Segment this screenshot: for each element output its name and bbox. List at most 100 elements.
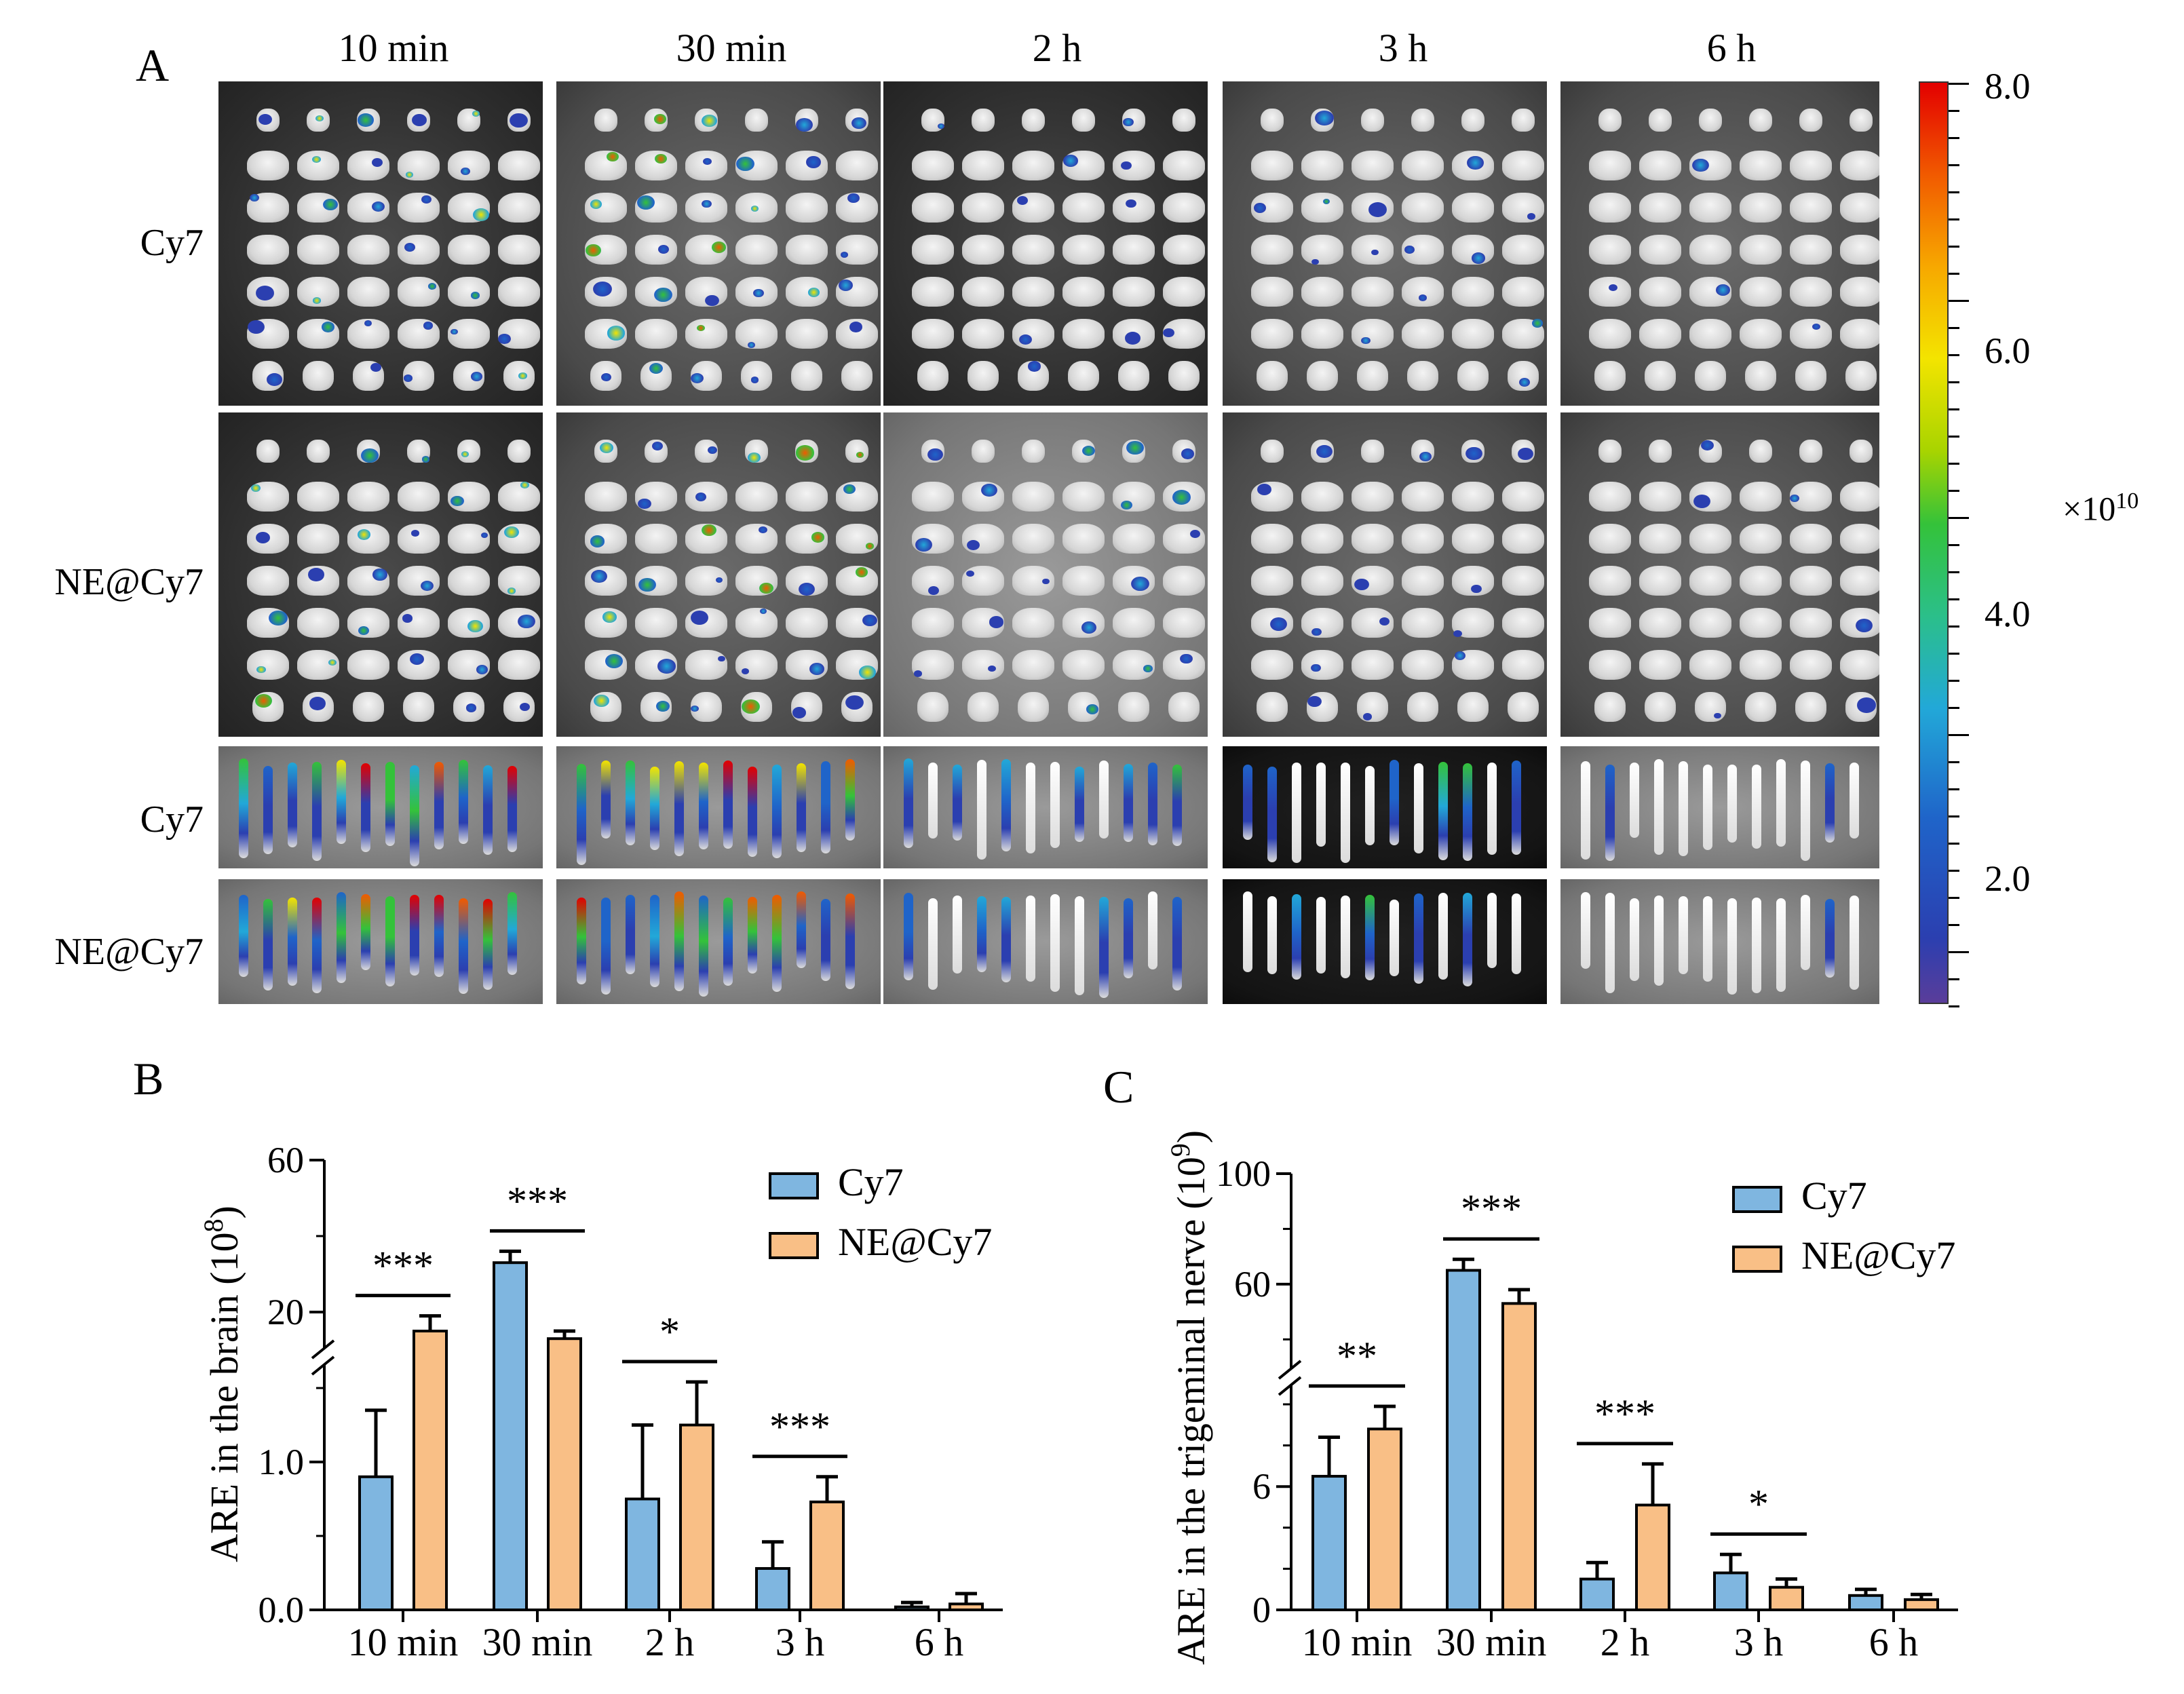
brain-slice <box>1790 608 1832 638</box>
nerve-sample <box>1703 765 1712 851</box>
signal-spot <box>406 171 414 178</box>
brain-slice <box>845 440 868 463</box>
signal-spot <box>410 653 425 665</box>
brain-slice <box>1062 650 1105 680</box>
signal-spot <box>1856 619 1873 633</box>
signal-spot <box>402 614 413 623</box>
x-tick-label: 2 h <box>1601 1620 1650 1664</box>
brain-slice <box>1502 524 1544 554</box>
colorbar-tick <box>1949 544 1959 546</box>
nerve-sample <box>1654 895 1664 986</box>
panel-label-a: A <box>136 39 170 91</box>
nerve-sample <box>1727 765 1737 843</box>
brain-slice <box>1402 482 1444 512</box>
brain-slice <box>735 524 778 554</box>
signal-spot <box>590 569 607 583</box>
brain-slice <box>1589 482 1631 512</box>
nerve-sample <box>821 899 830 981</box>
nerve-sample <box>337 760 346 844</box>
brain-slice <box>1301 193 1343 223</box>
signal-spot <box>708 446 718 455</box>
colorbar-tick <box>1949 408 1959 410</box>
brain-slice <box>1740 319 1782 349</box>
brain-slice <box>1113 193 1155 223</box>
nerve-sample <box>748 766 757 857</box>
signal-spot <box>1354 578 1370 590</box>
signal-spot <box>742 699 760 714</box>
brain-slice <box>1840 319 1879 349</box>
brain-slice <box>1163 235 1205 265</box>
nerve-sample <box>1124 898 1133 978</box>
signal-spot <box>590 535 605 547</box>
signal-spot <box>702 114 718 127</box>
x-tick-label: 6 h <box>915 1620 964 1664</box>
brain-slice <box>498 235 540 265</box>
brain-slice <box>247 566 289 596</box>
x-tick-label: 6 h <box>1869 1620 1919 1664</box>
brain-slice <box>398 193 440 223</box>
image-tile <box>1560 81 1879 406</box>
signal-spot <box>649 362 664 374</box>
signal-spot <box>1812 323 1820 330</box>
colorbar-tick <box>1949 978 1959 980</box>
brain-slice <box>1402 277 1444 307</box>
signal-spot <box>1379 617 1390 625</box>
legend-swatch <box>769 1172 819 1199</box>
brain-slice <box>1261 440 1284 463</box>
fluorescence-image-grid <box>218 81 1894 1004</box>
brain-slice <box>1639 319 1681 349</box>
image-tile <box>556 879 881 1004</box>
signal-spot <box>736 156 755 172</box>
nerve-sample <box>1630 762 1639 839</box>
nerve-sample <box>1703 896 1712 982</box>
brain-slice <box>1749 109 1772 132</box>
signal-spot <box>1311 258 1319 265</box>
bar-cy7 <box>1446 1269 1481 1611</box>
brain-slice <box>1689 566 1731 596</box>
nerve-sample <box>723 761 733 849</box>
brain-slice <box>1461 109 1484 132</box>
nerve-sample <box>312 898 322 993</box>
colorbar-tick <box>1949 870 1959 872</box>
brain-slice <box>1261 109 1284 132</box>
nerve-sample <box>977 896 986 973</box>
signal-spot <box>1315 110 1334 126</box>
panel-label-c: C <box>1103 1061 1134 1113</box>
brain-slice <box>1163 608 1205 638</box>
brain-slice <box>1251 235 1293 265</box>
colorbar-tick <box>1949 436 1959 438</box>
signal-spot <box>697 324 705 331</box>
y-tick-label: 20 <box>267 1292 304 1332</box>
brain-slice <box>1113 235 1155 265</box>
image-tile <box>1223 879 1547 1004</box>
nerve-sample <box>385 896 395 986</box>
nerve-sample <box>288 898 297 986</box>
signal-spot <box>808 288 820 297</box>
nerve-sample <box>1512 761 1521 855</box>
bar-cy7 <box>625 1497 660 1611</box>
nerve-sample <box>434 761 444 850</box>
brain-slice <box>1163 524 1205 554</box>
signal-spot <box>967 540 980 550</box>
legend-swatch <box>1732 1246 1782 1273</box>
brain-slice <box>1352 151 1394 180</box>
brain-slice <box>635 235 677 265</box>
colorbar-tick <box>1949 571 1959 573</box>
signal-spot <box>472 208 489 222</box>
brain-slice <box>1790 566 1832 596</box>
signal-spot <box>989 616 1004 628</box>
signal-spot <box>254 693 272 708</box>
brain-slice <box>1457 361 1489 391</box>
brain-slice <box>498 482 540 512</box>
nerve-sample <box>1581 892 1590 969</box>
image-tile <box>1223 81 1547 406</box>
brain-slice <box>1790 524 1832 554</box>
brain-slice <box>347 524 389 554</box>
signal-spot <box>1527 212 1536 220</box>
brain-slice <box>1589 193 1631 223</box>
bar-cy7 <box>755 1566 790 1611</box>
brain-slice <box>1502 566 1544 596</box>
colorbar-tick <box>1949 897 1959 899</box>
signal-spot <box>1419 294 1428 301</box>
nerve-sample <box>1414 763 1423 854</box>
